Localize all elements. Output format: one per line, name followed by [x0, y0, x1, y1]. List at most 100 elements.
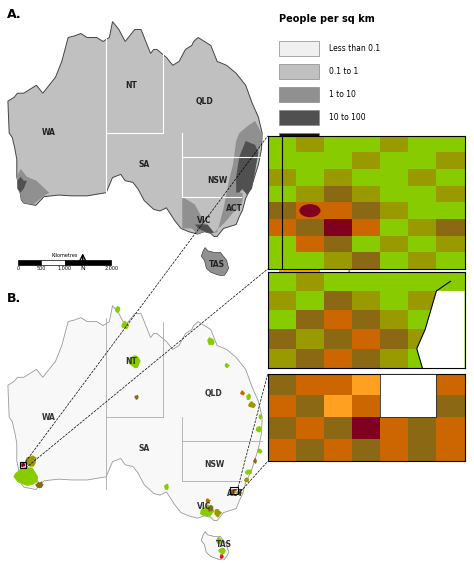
- Text: Australian states: Australian states: [329, 194, 395, 203]
- Bar: [437, 396, 465, 418]
- Polygon shape: [216, 537, 222, 544]
- Bar: [408, 349, 437, 368]
- Polygon shape: [201, 247, 228, 276]
- Text: 7 respondents: 7 respondents: [329, 217, 384, 226]
- Bar: [268, 329, 296, 349]
- Bar: [352, 186, 380, 202]
- Bar: [64, 260, 111, 264]
- Bar: [437, 329, 465, 349]
- Bar: [279, 41, 319, 55]
- Polygon shape: [256, 426, 262, 432]
- Text: 500: 500: [36, 266, 46, 271]
- Text: 1 to 10: 1 to 10: [329, 90, 356, 99]
- Bar: [408, 186, 437, 202]
- Bar: [352, 136, 380, 152]
- Bar: [380, 202, 408, 219]
- Text: 5 respondents: 5 respondents: [329, 263, 384, 272]
- Polygon shape: [248, 401, 256, 408]
- Text: Less than 0.1: Less than 0.1: [329, 44, 381, 53]
- Text: 1 respondent: 1 respondent: [329, 355, 380, 364]
- Bar: [279, 110, 319, 125]
- Bar: [380, 439, 408, 461]
- Bar: [268, 202, 296, 219]
- Polygon shape: [8, 306, 262, 521]
- Bar: [380, 186, 408, 202]
- Bar: [352, 396, 380, 418]
- Bar: [352, 418, 380, 439]
- Bar: [324, 152, 352, 169]
- Polygon shape: [207, 337, 215, 345]
- Polygon shape: [246, 393, 251, 400]
- Bar: [437, 152, 465, 169]
- Bar: [279, 260, 319, 275]
- Bar: [279, 237, 319, 252]
- Bar: [324, 349, 352, 368]
- Text: ACT: ACT: [227, 489, 244, 498]
- Bar: [352, 272, 380, 291]
- Text: VIC: VIC: [197, 216, 212, 225]
- Polygon shape: [253, 458, 257, 464]
- Bar: [380, 374, 437, 418]
- Text: VIC: VIC: [197, 501, 212, 511]
- Bar: [408, 152, 437, 169]
- Bar: [380, 374, 408, 396]
- Bar: [296, 235, 324, 252]
- Bar: [324, 291, 352, 310]
- Bar: [408, 169, 437, 186]
- Text: NT: NT: [126, 81, 137, 90]
- Bar: [437, 310, 465, 329]
- Bar: [296, 152, 324, 169]
- Polygon shape: [225, 363, 230, 368]
- Bar: [380, 235, 408, 252]
- Polygon shape: [214, 509, 222, 517]
- Bar: [437, 235, 465, 252]
- Bar: [268, 349, 296, 368]
- Text: SA: SA: [138, 444, 150, 453]
- Text: NSW: NSW: [207, 176, 227, 185]
- Bar: [380, 252, 408, 269]
- Polygon shape: [236, 141, 258, 195]
- Polygon shape: [195, 225, 214, 233]
- Bar: [268, 169, 296, 186]
- Bar: [380, 329, 408, 349]
- Bar: [437, 272, 465, 291]
- Bar: [408, 252, 437, 269]
- Bar: [324, 396, 352, 418]
- Bar: [408, 418, 437, 439]
- Polygon shape: [200, 504, 215, 517]
- Bar: [324, 169, 352, 186]
- Bar: [296, 439, 324, 461]
- Text: QLD: QLD: [196, 97, 213, 106]
- Bar: [380, 396, 408, 418]
- Bar: [41, 260, 64, 264]
- Bar: [408, 396, 437, 418]
- Polygon shape: [245, 470, 252, 475]
- Bar: [408, 329, 437, 349]
- Text: 3 respondents: 3 respondents: [329, 309, 384, 318]
- Polygon shape: [18, 177, 27, 192]
- Polygon shape: [201, 531, 228, 560]
- Bar: [437, 349, 465, 368]
- Bar: [408, 310, 437, 329]
- Bar: [268, 152, 296, 169]
- Bar: [437, 291, 465, 310]
- Bar: [279, 214, 319, 229]
- Bar: [352, 329, 380, 349]
- Bar: [324, 186, 352, 202]
- Bar: [18, 260, 41, 264]
- Polygon shape: [206, 499, 211, 504]
- Bar: [408, 291, 437, 310]
- Text: B.: B.: [7, 293, 22, 306]
- Bar: [408, 136, 437, 152]
- Bar: [352, 219, 380, 235]
- Text: 1,000: 1,000: [57, 266, 72, 271]
- Bar: [279, 283, 319, 298]
- Text: 2,000: 2,000: [104, 266, 118, 271]
- Bar: [296, 219, 324, 235]
- Bar: [268, 186, 296, 202]
- Bar: [296, 202, 324, 219]
- Bar: [296, 349, 324, 368]
- Bar: [352, 252, 380, 269]
- Bar: [268, 252, 296, 269]
- Bar: [279, 133, 319, 148]
